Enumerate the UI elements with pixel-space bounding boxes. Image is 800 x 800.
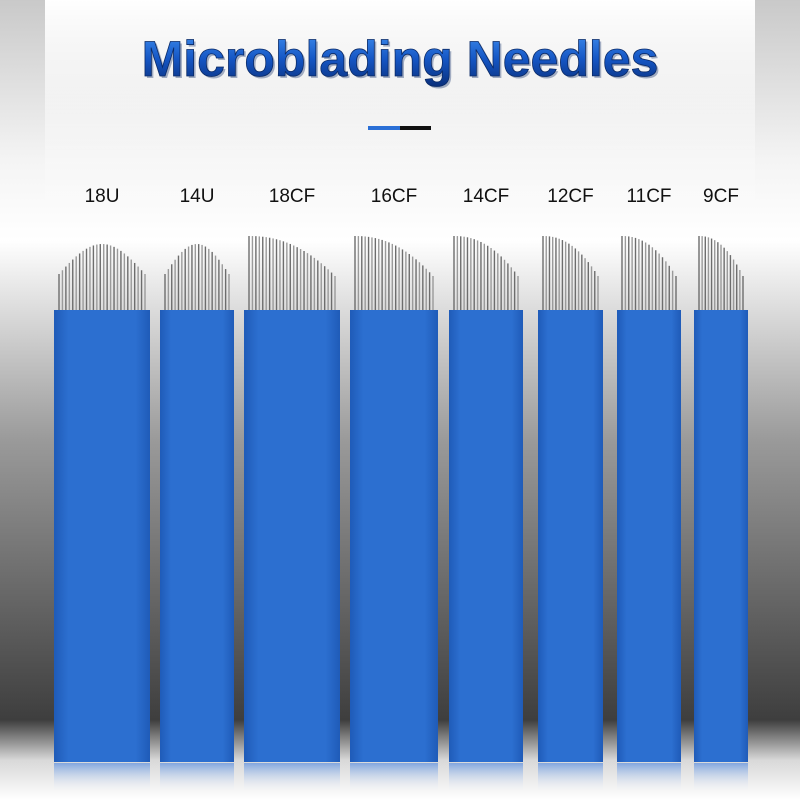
blades: 18U 14U 18CF 16CF 14CF 12CF 11CF 9CF: [54, 186, 748, 793]
blade-reflection: [617, 763, 681, 793]
blade-label: 12CF: [547, 186, 593, 207]
needle-blade: 18U: [54, 186, 150, 793]
blade-reflection: [54, 763, 150, 793]
title: Microblading Needles: [142, 31, 659, 87]
blade-label: 14U: [180, 186, 215, 207]
divider-blue: [368, 126, 400, 130]
blade-label: 18U: [85, 186, 120, 207]
blade-reflection: [350, 763, 438, 793]
blade-reflection: [449, 763, 523, 793]
blade-label: 14CF: [463, 186, 509, 207]
blade-reflection: [244, 763, 340, 793]
blade-reflection: [538, 763, 603, 793]
needle-blade: 11CF: [617, 186, 681, 793]
needle-blade: 16CF: [350, 186, 438, 793]
needle-blade: 14CF: [449, 186, 523, 793]
needle-blade: 14U: [160, 186, 234, 793]
needle-blade: 12CF: [538, 186, 603, 793]
blade-body: [538, 310, 603, 762]
blade-label: 9CF: [703, 186, 739, 207]
needle-blade: 9CF: [694, 186, 748, 793]
needle-blade: 18CF: [244, 186, 340, 793]
title-panel: [45, 0, 755, 220]
blade-body: [350, 310, 438, 762]
blade-label: 16CF: [371, 186, 417, 207]
blade-body: [694, 310, 748, 762]
blade-body: [160, 310, 234, 762]
blade-reflection: [160, 763, 234, 793]
blade-body: [244, 310, 340, 762]
blade-body: [617, 310, 681, 762]
title-shadow: Microblading Needles: [144, 33, 661, 89]
divider-black: [400, 126, 431, 130]
blade-label: 11CF: [626, 186, 671, 207]
blade-label: 18CF: [269, 186, 315, 207]
blade-reflection: [694, 763, 748, 793]
blade-body: [449, 310, 523, 762]
blade-body: [54, 310, 150, 762]
